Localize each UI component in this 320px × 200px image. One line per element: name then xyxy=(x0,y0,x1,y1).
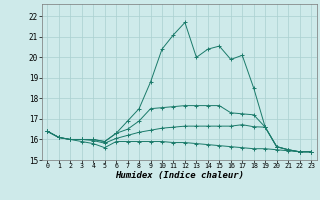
X-axis label: Humidex (Indice chaleur): Humidex (Indice chaleur) xyxy=(115,171,244,180)
